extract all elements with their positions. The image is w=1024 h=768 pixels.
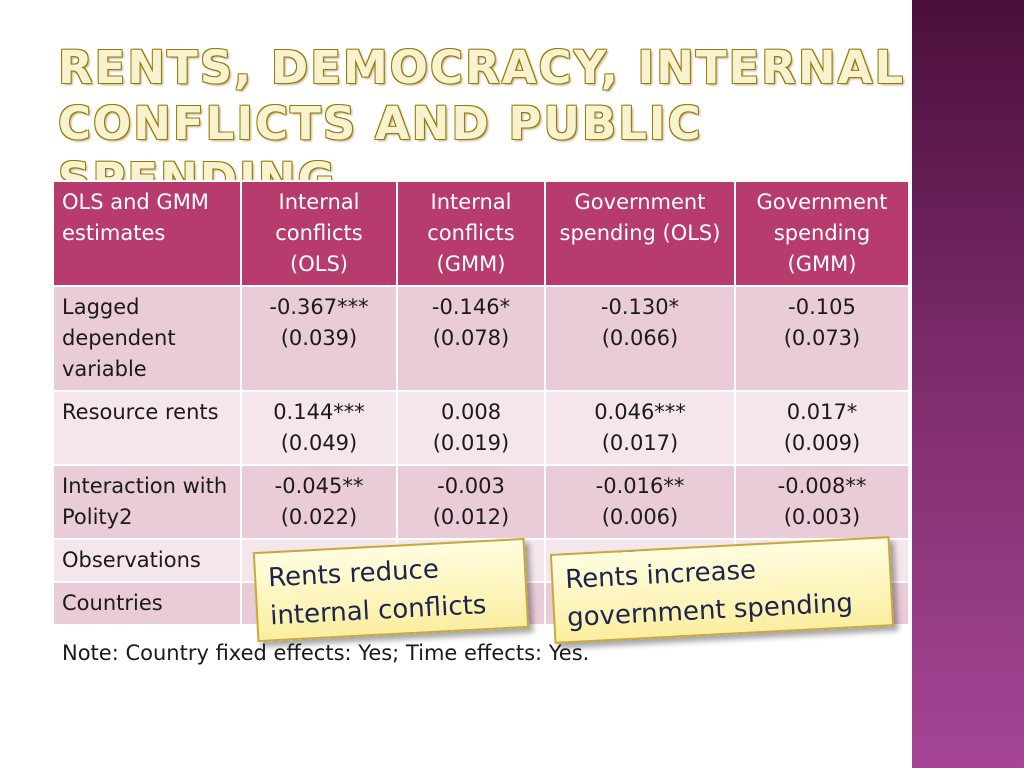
row-label: Lagged dependent variable: [52, 285, 242, 392]
standard-error: (0.006): [601, 505, 679, 529]
table-cell: -0.003 (0.012): [396, 464, 546, 540]
row-label: Countries: [52, 581, 242, 626]
slide-title-line-1: Rents, democracy, internal: [58, 41, 906, 94]
footnote: Note: Country fixed effects: Yes; Time e…: [62, 641, 590, 665]
coefficient: 0.008: [440, 400, 502, 424]
table-row: Lagged dependent variable -0.367*** (0.03…: [52, 285, 910, 392]
slide-title: Rents, democracy, internal conflicts and…: [58, 40, 908, 208]
standard-error: (0.078): [432, 326, 510, 350]
callout-rents-increase-spending: Rents increase government spending: [549, 536, 895, 644]
table-cell: 0.144*** (0.049): [240, 390, 398, 466]
table-cell: -0.367*** (0.039): [240, 285, 398, 392]
table-cell: -0.130* (0.066): [544, 285, 736, 392]
table-cell: -0.045** (0.022): [240, 464, 398, 540]
coefficient: -0.016**: [595, 474, 685, 498]
standard-error: (0.003): [783, 505, 861, 529]
header-cell: Internal conflicts (OLS): [240, 180, 398, 287]
coefficient: 0.046***: [594, 400, 686, 424]
coefficient: 0.144***: [273, 400, 365, 424]
coefficient: -0.045**: [274, 474, 364, 498]
coefficient: 0.017*: [786, 400, 858, 424]
table-cell: 0.017* (0.009): [734, 390, 910, 466]
header-cell: Internal conflicts (GMM): [396, 180, 546, 287]
standard-error: (0.039): [280, 326, 358, 350]
row-label: Interaction with Polity2: [52, 464, 242, 540]
table-cell: 0.008 (0.019): [396, 390, 546, 466]
coefficient: -0.003: [437, 474, 505, 498]
slide-title-line-2: conflicts and public spending: [58, 97, 703, 206]
table-row: Interaction with Polity2 -0.045** (0.022)…: [52, 464, 910, 540]
header-cell: Government spending (OLS): [544, 180, 736, 287]
row-label: Observations: [52, 538, 242, 583]
standard-error: (0.009): [783, 431, 861, 455]
decorative-side-bar: [912, 0, 1024, 768]
coefficient: -0.146*: [431, 295, 511, 319]
standard-error: (0.012): [432, 505, 510, 529]
table-cell: -0.146* (0.078): [396, 285, 546, 392]
table-cell: -0.008** (0.003): [734, 464, 910, 540]
callout-rents-reduce-conflicts: Rents reduce internal conflicts: [252, 537, 530, 643]
row-label: Resource rents: [52, 390, 242, 466]
standard-error: (0.017): [601, 431, 679, 455]
results-table: OLS and GMM estimates Internal conflicts…: [52, 180, 910, 626]
header-cell: Government spending (GMM): [734, 180, 910, 287]
coefficient: -0.105: [788, 295, 856, 319]
standard-error: (0.022): [280, 505, 358, 529]
table-cell: 0.046*** (0.017): [544, 390, 736, 466]
standard-error: (0.019): [432, 431, 510, 455]
coefficient: -0.130*: [600, 295, 680, 319]
table-row: Resource rents 0.144*** (0.049) 0.008 (0.0…: [52, 390, 910, 466]
table-header-row: OLS and GMM estimates Internal conflicts…: [52, 180, 910, 287]
standard-error: (0.066): [601, 326, 679, 350]
standard-error: (0.073): [783, 326, 861, 350]
header-cell: OLS and GMM estimates: [52, 180, 242, 287]
table-cell: -0.016** (0.006): [544, 464, 736, 540]
coefficient: -0.008**: [777, 474, 867, 498]
coefficient: -0.367***: [269, 295, 369, 319]
table-cell: -0.105 (0.073): [734, 285, 910, 392]
standard-error: (0.049): [280, 431, 358, 455]
